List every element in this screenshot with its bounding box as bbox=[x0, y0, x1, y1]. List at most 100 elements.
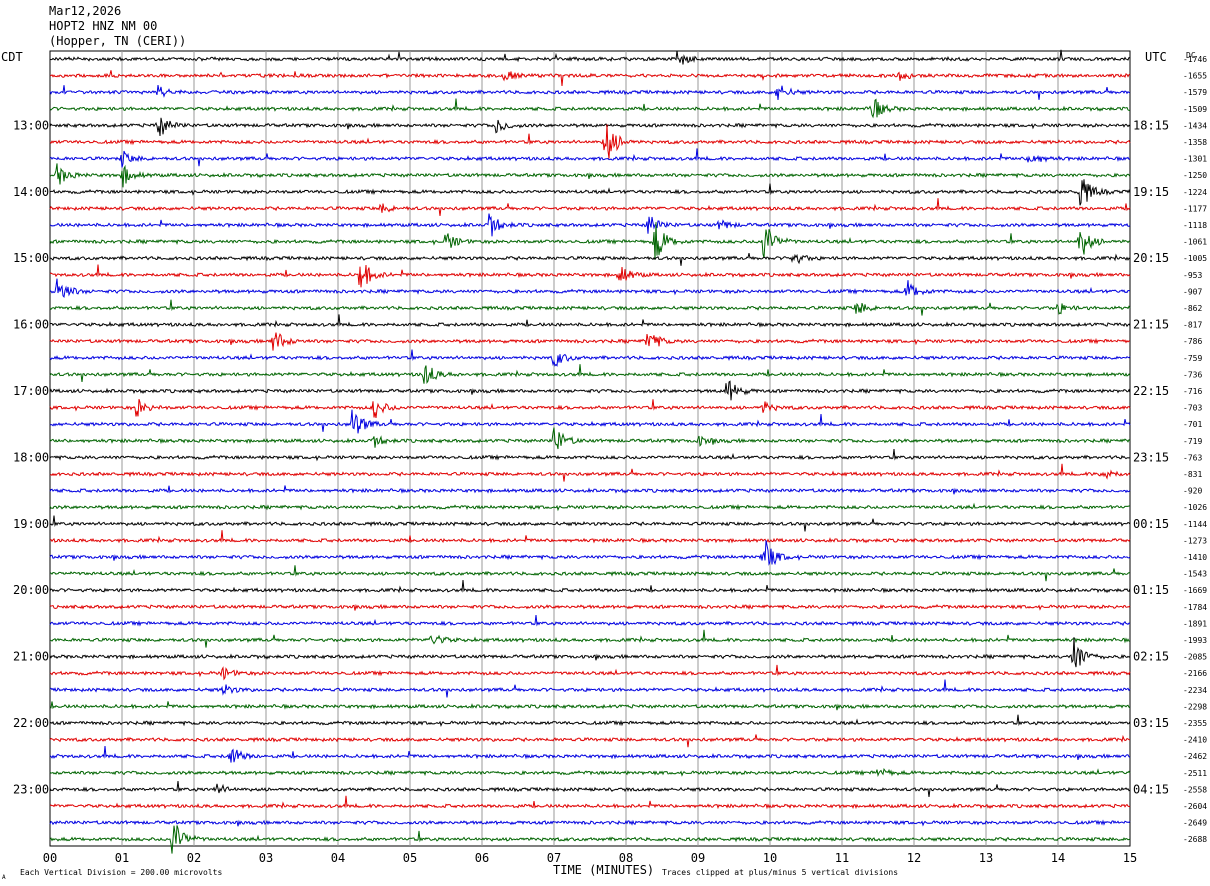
trace-line bbox=[49, 98, 1130, 119]
dc-offset-label: -1026 bbox=[1183, 503, 1207, 512]
dc-offset-label: -2410 bbox=[1183, 736, 1207, 745]
dc-offset-label: -907 bbox=[1183, 287, 1202, 296]
x-tick-label: 10 bbox=[763, 851, 777, 865]
trace-line bbox=[49, 299, 1131, 316]
x-tick-label: 09 bbox=[691, 851, 705, 865]
dc-offset-label: -719 bbox=[1183, 437, 1202, 446]
local-time-label: 21:00 bbox=[13, 650, 49, 664]
utc-time-label: 22:15 bbox=[1133, 384, 1169, 398]
utc-time-label: 21:15 bbox=[1133, 318, 1169, 332]
trace-line bbox=[49, 734, 1131, 748]
dc-offset-label: -1250 bbox=[1183, 171, 1207, 180]
dc-offset-label: -953 bbox=[1183, 271, 1202, 280]
trace-line bbox=[49, 629, 1131, 648]
trace-line bbox=[49, 427, 1131, 450]
clip-note: Traces clipped at plus/minus 5 vertical … bbox=[662, 868, 898, 877]
x-tick-label: 13 bbox=[979, 851, 993, 865]
dc-offset-label: -2462 bbox=[1183, 752, 1207, 761]
utc-time-label: 00:15 bbox=[1133, 517, 1169, 531]
trace-line bbox=[49, 463, 1131, 482]
x-tick-label: 01 bbox=[115, 851, 129, 865]
x-tick-labels: 00 01 02 03 04 05 06 07 08 09 10 11 12 13 14 15 bbox=[43, 851, 1137, 865]
local-time-label: 15:00 bbox=[13, 251, 49, 265]
trace-line bbox=[49, 349, 1131, 367]
local-time-labels: 13:00 14:00 15:00 16:00 17:00 18:00 19:00 20:00… bbox=[13, 118, 49, 796]
trace-line bbox=[49, 540, 1131, 566]
dc-offset-label: -2166 bbox=[1183, 669, 1207, 678]
trace-line bbox=[49, 664, 1131, 681]
left-axis-title: CDT bbox=[1, 50, 23, 64]
dc-offset-label: -1434 bbox=[1183, 121, 1207, 130]
dc-offset-label: -1655 bbox=[1183, 72, 1207, 81]
utc-time-label: 18:15 bbox=[1133, 118, 1169, 132]
dc-offset-label: -817 bbox=[1183, 321, 1202, 330]
local-time-label: 17:00 bbox=[13, 384, 49, 398]
dc-offset-label: -736 bbox=[1183, 370, 1202, 379]
utc-time-label: 23:15 bbox=[1133, 450, 1169, 464]
x-tick-label: 15 bbox=[1123, 851, 1137, 865]
trace-line bbox=[49, 49, 1131, 65]
dc-offset-label: -1177 bbox=[1183, 204, 1207, 213]
trace-line bbox=[49, 163, 1131, 188]
right-axis-title: UTC bbox=[1145, 50, 1167, 64]
vertical-gridlines bbox=[121, 51, 1059, 846]
dc-offset-label: -862 bbox=[1183, 304, 1202, 313]
dc-offset-label: -1005 bbox=[1183, 254, 1207, 263]
trace-line bbox=[49, 222, 1131, 261]
x-tick-label: 07 bbox=[547, 851, 561, 865]
date-label: Mar12,2026 bbox=[49, 4, 121, 18]
dc-offset-label: -1410 bbox=[1183, 553, 1207, 562]
location-label: (Hopper, TN (CERI)) bbox=[49, 34, 186, 48]
trace-line bbox=[49, 314, 1131, 328]
trace-line bbox=[49, 565, 1131, 582]
local-time-label: 20:00 bbox=[13, 583, 49, 597]
trace-line bbox=[49, 213, 1131, 237]
utc-time-label: 02:15 bbox=[1133, 650, 1169, 664]
x-tick-label: 03 bbox=[259, 851, 273, 865]
trace-line bbox=[49, 819, 1131, 827]
utc-time-label: 20:15 bbox=[1133, 251, 1169, 265]
utc-time-label: 19:15 bbox=[1133, 185, 1169, 199]
station-label: HOPT2 HNZ NM 00 bbox=[49, 19, 157, 33]
dc-offset-label: -1358 bbox=[1183, 138, 1207, 147]
utc-time-labels: 18:15 19:15 20:15 21:15 22:15 23:15 00:15 01:15… bbox=[1133, 118, 1169, 796]
trace-line bbox=[49, 515, 1131, 532]
dc-title: DC bbox=[1186, 51, 1196, 60]
dc-offset-label: -1273 bbox=[1183, 536, 1207, 545]
dc-offset-label: -2511 bbox=[1183, 769, 1207, 778]
x-tick-label: 00 bbox=[43, 851, 57, 865]
trace-line bbox=[49, 615, 1131, 627]
dc-offset-label: -2649 bbox=[1183, 819, 1207, 828]
trace-line bbox=[49, 70, 1131, 86]
local-time-label: 23:00 bbox=[13, 782, 49, 796]
dc-offset-label: -1144 bbox=[1183, 520, 1207, 529]
dc-offset-label: -1784 bbox=[1183, 603, 1207, 612]
footer-mark: A bbox=[2, 874, 6, 881]
trace-line bbox=[49, 603, 1131, 611]
dc-offset-label: -1891 bbox=[1183, 619, 1207, 628]
trace-line bbox=[49, 332, 1131, 351]
dc-offset-label: -1118 bbox=[1183, 221, 1207, 230]
trace-line bbox=[49, 409, 1131, 434]
scale-note: Each Vertical Division = 200.00 microvol… bbox=[20, 868, 222, 877]
trace-line bbox=[49, 449, 1130, 462]
x-tick-label: 04 bbox=[331, 851, 345, 865]
dc-offset-label: -1993 bbox=[1183, 636, 1207, 645]
trace-line bbox=[49, 768, 1131, 777]
seismic-traces bbox=[49, 49, 1131, 854]
dc-offset-label: -786 bbox=[1183, 337, 1202, 346]
trace-line bbox=[49, 264, 1131, 288]
dc-offset-label: -831 bbox=[1183, 470, 1202, 479]
dc-offset-label: -1746 bbox=[1183, 55, 1207, 64]
utc-time-label: 03:15 bbox=[1133, 716, 1169, 730]
dc-offset-label: -2688 bbox=[1183, 835, 1207, 844]
dc-offset-label: -759 bbox=[1183, 354, 1202, 363]
trace-line bbox=[49, 198, 1131, 217]
dc-offset-label: -701 bbox=[1183, 420, 1202, 429]
local-time-label: 18:00 bbox=[13, 450, 49, 464]
trace-line bbox=[49, 117, 1131, 137]
dc-offset-label: -1224 bbox=[1183, 188, 1207, 197]
dc-offset-label: -2355 bbox=[1183, 719, 1207, 728]
x-tick-label: 05 bbox=[403, 851, 417, 865]
trace-line bbox=[49, 179, 1131, 206]
